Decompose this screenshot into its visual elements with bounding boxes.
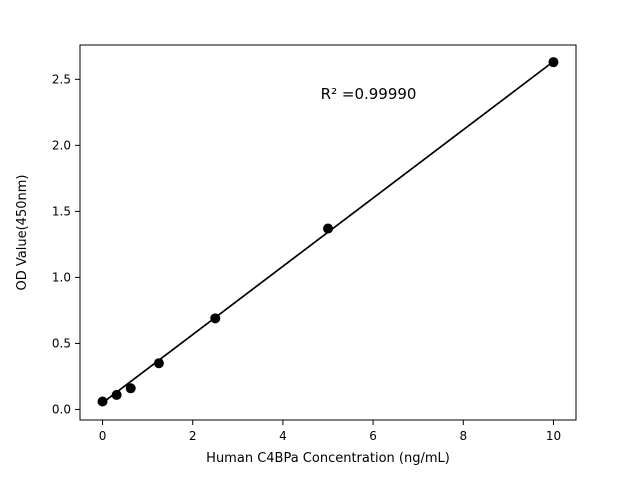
- y-tick-label: 0.5: [52, 336, 71, 350]
- data-point: [548, 57, 559, 68]
- data-point: [323, 223, 333, 234]
- y-tick-label: 2.5: [52, 72, 71, 86]
- x-tick-label: 8: [459, 429, 467, 443]
- x-tick-label: 4: [279, 429, 287, 443]
- x-tick-label: 6: [369, 429, 377, 443]
- data-point: [125, 383, 136, 394]
- y-tick-label: 1.0: [52, 270, 71, 284]
- r-squared-annotation: R² =0.99990: [321, 85, 417, 103]
- x-tick-label: 2: [189, 429, 197, 443]
- y-axis-label: OD Value(450nm): [15, 175, 30, 291]
- data-point: [111, 389, 122, 400]
- data-point: [97, 396, 108, 407]
- x-tick-label: 10: [546, 429, 561, 443]
- x-tick-label: 0: [99, 429, 107, 443]
- data-point: [210, 313, 221, 324]
- y-tick-label: 0.0: [52, 402, 71, 416]
- y-tick-label: 2.0: [52, 138, 71, 152]
- plot-area-border: [79, 44, 577, 421]
- x-axis-label: Human C4BPa Concentration (ng/mL): [206, 451, 450, 466]
- data-point: [153, 358, 164, 369]
- y-tick-label: 1.5: [52, 204, 71, 218]
